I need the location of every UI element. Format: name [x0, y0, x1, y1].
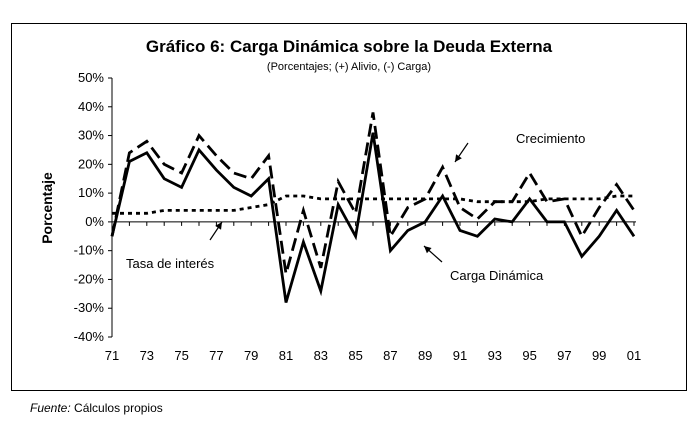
series-line-crecimiento: [110, 112, 636, 275]
x-tick-label: 99: [592, 348, 606, 363]
chart-frame: [11, 23, 687, 391]
x-tick-label: 85: [348, 348, 362, 363]
annotation-label: Tasa de interés: [126, 256, 215, 271]
y-tick-label: 30%: [78, 128, 104, 143]
x-tick-label: 73: [140, 348, 154, 363]
annotation-arrowhead: [455, 154, 462, 162]
x-tick-label: 91: [453, 348, 467, 363]
y-tick-label: 20%: [78, 156, 104, 171]
series-line-tasa-de-interes: [112, 194, 634, 215]
x-tick-label: 71: [105, 348, 119, 363]
x-tick-label: 01: [627, 348, 641, 363]
series-line-carga-dinamica: [110, 132, 636, 303]
x-tick-label: 87: [383, 348, 397, 363]
x-tick-label: 95: [522, 348, 536, 363]
y-tick-label: -10%: [74, 243, 105, 258]
y-tick-label: -40%: [74, 329, 105, 344]
x-tick-label: 81: [279, 348, 293, 363]
y-tick-label: 40%: [78, 99, 104, 114]
source-note: Fuente: Cálculos propios: [30, 401, 163, 415]
annotation-arrowhead: [424, 246, 432, 254]
annotation-arrowhead: [215, 222, 222, 230]
y-tick-label: -20%: [74, 271, 105, 286]
x-tick-label: 75: [174, 348, 188, 363]
x-tick-label: 79: [244, 348, 258, 363]
y-tick-label: -30%: [74, 300, 105, 315]
x-tick-label: 93: [488, 348, 502, 363]
chart-subtitle: (Porcentajes; (+) Alivio, (-) Carga): [266, 61, 432, 73]
y-tick-label: 0%: [85, 214, 104, 229]
x-tick-label: 97: [557, 348, 571, 363]
x-tick-label: 77: [209, 348, 223, 363]
x-tick-label: 83: [314, 348, 328, 363]
chart-title: Gráfico 6: Carga Dinámica sobre la Deuda…: [145, 37, 553, 56]
y-tick-label: 50%: [78, 70, 104, 85]
source-text: Cálculos propios: [74, 401, 163, 415]
source-label: Fuente:: [30, 401, 71, 415]
x-tick-label: 89: [418, 348, 432, 363]
annotation-label: Carga Dinámica: [450, 268, 544, 283]
annotation-label: Crecimiento: [516, 131, 585, 146]
y-tick-label: 10%: [78, 185, 104, 200]
